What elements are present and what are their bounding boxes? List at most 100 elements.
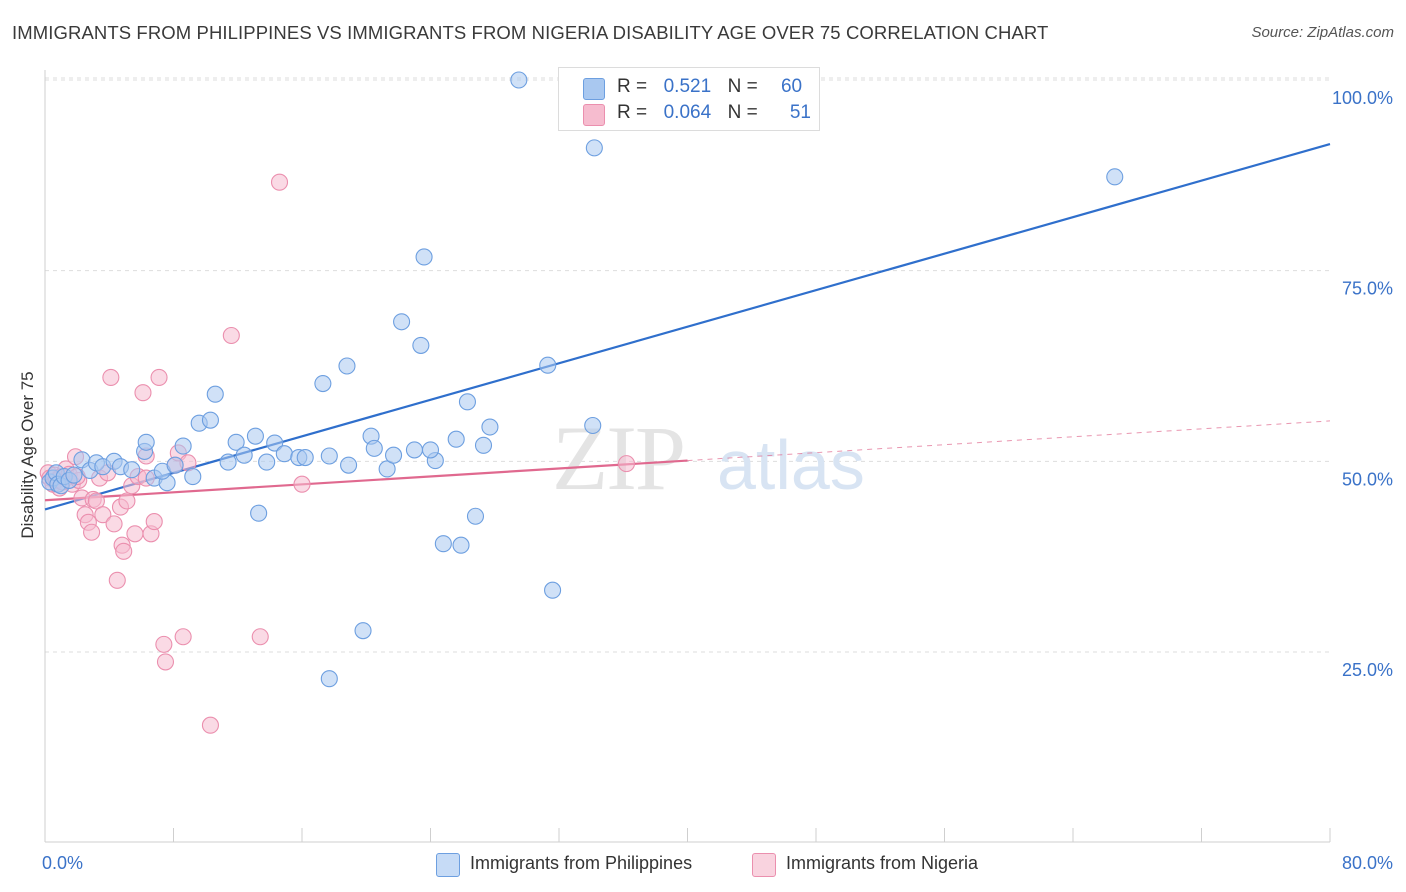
legend-r-label: R = bbox=[617, 76, 648, 97]
point-philippines bbox=[434, 535, 452, 553]
trend-line-nigeria bbox=[44, 459, 688, 502]
point-philippines bbox=[378, 460, 396, 478]
point-nigeria bbox=[251, 628, 269, 646]
point-philippines bbox=[137, 433, 155, 451]
point-philippines bbox=[458, 393, 476, 411]
point-nigeria bbox=[115, 542, 133, 560]
point-philippines bbox=[227, 433, 245, 451]
point-philippines bbox=[314, 374, 332, 393]
point-philippines bbox=[320, 447, 338, 465]
point-nigeria bbox=[83, 523, 101, 541]
legend-swatch-nigeria bbox=[752, 853, 776, 877]
legend-r-label: R = bbox=[617, 102, 648, 123]
point-nigeria bbox=[87, 492, 105, 510]
point-nigeria bbox=[134, 384, 152, 402]
point-nigeria bbox=[145, 513, 163, 531]
point-philippines bbox=[338, 357, 356, 375]
point-nigeria bbox=[293, 475, 311, 493]
point-philippines bbox=[585, 139, 603, 157]
watermark-zip: ZIP bbox=[552, 407, 684, 509]
point-nigeria bbox=[155, 635, 173, 653]
y-axis-label: Disability Age Over 75 bbox=[18, 371, 37, 539]
legend-n-value-nigeria: 51 bbox=[789, 102, 811, 123]
trend-line-philippines bbox=[44, 143, 1331, 511]
data-points bbox=[39, 71, 1124, 734]
point-philippines bbox=[539, 356, 557, 374]
point-philippines bbox=[385, 446, 403, 464]
point-nigeria bbox=[118, 492, 136, 510]
point-philippines bbox=[206, 385, 224, 403]
legend-label-nigeria: Immigrants from Nigeria bbox=[786, 853, 979, 873]
watermark: ZIP atlas bbox=[552, 407, 865, 509]
point-philippines bbox=[219, 453, 237, 471]
y-tick-label: 75.0% bbox=[1342, 279, 1393, 299]
point-nigeria bbox=[108, 571, 126, 589]
point-nigeria bbox=[222, 326, 240, 345]
legend-n-label: N = bbox=[727, 102, 758, 123]
point-philippines bbox=[393, 313, 411, 331]
point-philippines bbox=[365, 439, 383, 457]
point-nigeria bbox=[94, 506, 112, 524]
point-philippines bbox=[510, 71, 528, 89]
point-philippines bbox=[405, 441, 423, 459]
legend-swatch-philippines bbox=[583, 78, 605, 100]
point-nigeria bbox=[270, 173, 289, 191]
point-philippines bbox=[340, 456, 358, 474]
point-philippines bbox=[174, 437, 192, 455]
y-tick-label: 25.0% bbox=[1342, 660, 1393, 680]
point-philippines bbox=[258, 453, 276, 471]
axes bbox=[44, 70, 1331, 843]
trend-line-nigeria-extension bbox=[687, 420, 1331, 462]
point-philippines bbox=[1106, 168, 1124, 186]
point-nigeria bbox=[126, 525, 144, 543]
point-philippines bbox=[452, 536, 470, 554]
y-tick-label: 100.0% bbox=[1332, 88, 1393, 108]
point-philippines bbox=[275, 445, 293, 463]
watermark-atlas: atlas bbox=[717, 426, 865, 504]
legend-r-value-philippines: 0.521 bbox=[663, 76, 712, 97]
grid-lines bbox=[45, 77, 1330, 653]
legend-n-value-philippines: 60 bbox=[780, 76, 803, 97]
point-philippines bbox=[250, 504, 268, 522]
tick-labels: 25.0% 50.0% 75.0% 100.0% 0.0% 80.0% bbox=[42, 88, 1393, 873]
chart-title: IMMIGRANTS FROM PHILIPPINES VS IMMIGRANT… bbox=[12, 22, 1049, 43]
point-nigeria bbox=[156, 653, 175, 671]
point-nigeria bbox=[201, 716, 219, 734]
correlation-legend: R = 0.521 N = 60 R = 0.064 N = 51 bbox=[558, 67, 820, 131]
point-philippines bbox=[235, 446, 253, 464]
point-philippines bbox=[246, 427, 264, 445]
point-philippines bbox=[544, 581, 562, 599]
point-philippines bbox=[65, 466, 83, 484]
point-nigeria bbox=[174, 628, 192, 646]
legend-swatch-philippines bbox=[436, 853, 460, 877]
point-philippines bbox=[166, 456, 184, 474]
point-philippines bbox=[584, 416, 602, 435]
point-philippines bbox=[481, 418, 499, 436]
legend-label-philippines: Immigrants from Philippines bbox=[470, 853, 693, 873]
point-philippines bbox=[421, 441, 440, 459]
point-philippines bbox=[201, 411, 219, 429]
x-tick-label: 0.0% bbox=[42, 853, 83, 873]
point-nigeria bbox=[105, 515, 123, 533]
point-philippines bbox=[466, 507, 485, 525]
y-tick-label: 50.0% bbox=[1342, 469, 1393, 489]
point-philippines bbox=[474, 436, 493, 454]
series-legend: Immigrants from Philippines Immigrants f… bbox=[0, 852, 1406, 878]
legend-r-value-nigeria: 0.064 bbox=[663, 102, 712, 123]
point-philippines bbox=[412, 336, 430, 354]
point-philippines bbox=[296, 448, 314, 467]
point-philippines bbox=[123, 461, 141, 479]
point-philippines bbox=[354, 622, 372, 640]
legend-n-label: N = bbox=[727, 76, 758, 97]
source-label: Source: ZipAtlas.com bbox=[1251, 24, 1394, 41]
point-philippines bbox=[447, 430, 465, 448]
point-philippines bbox=[415, 248, 433, 266]
point-philippines bbox=[184, 468, 202, 486]
x-tick-label: 80.0% bbox=[1342, 853, 1393, 873]
point-philippines bbox=[266, 434, 284, 452]
point-nigeria bbox=[102, 368, 120, 386]
legend-swatch-nigeria bbox=[583, 104, 605, 126]
point-nigeria bbox=[617, 455, 636, 473]
trend-lines bbox=[44, 143, 1331, 511]
